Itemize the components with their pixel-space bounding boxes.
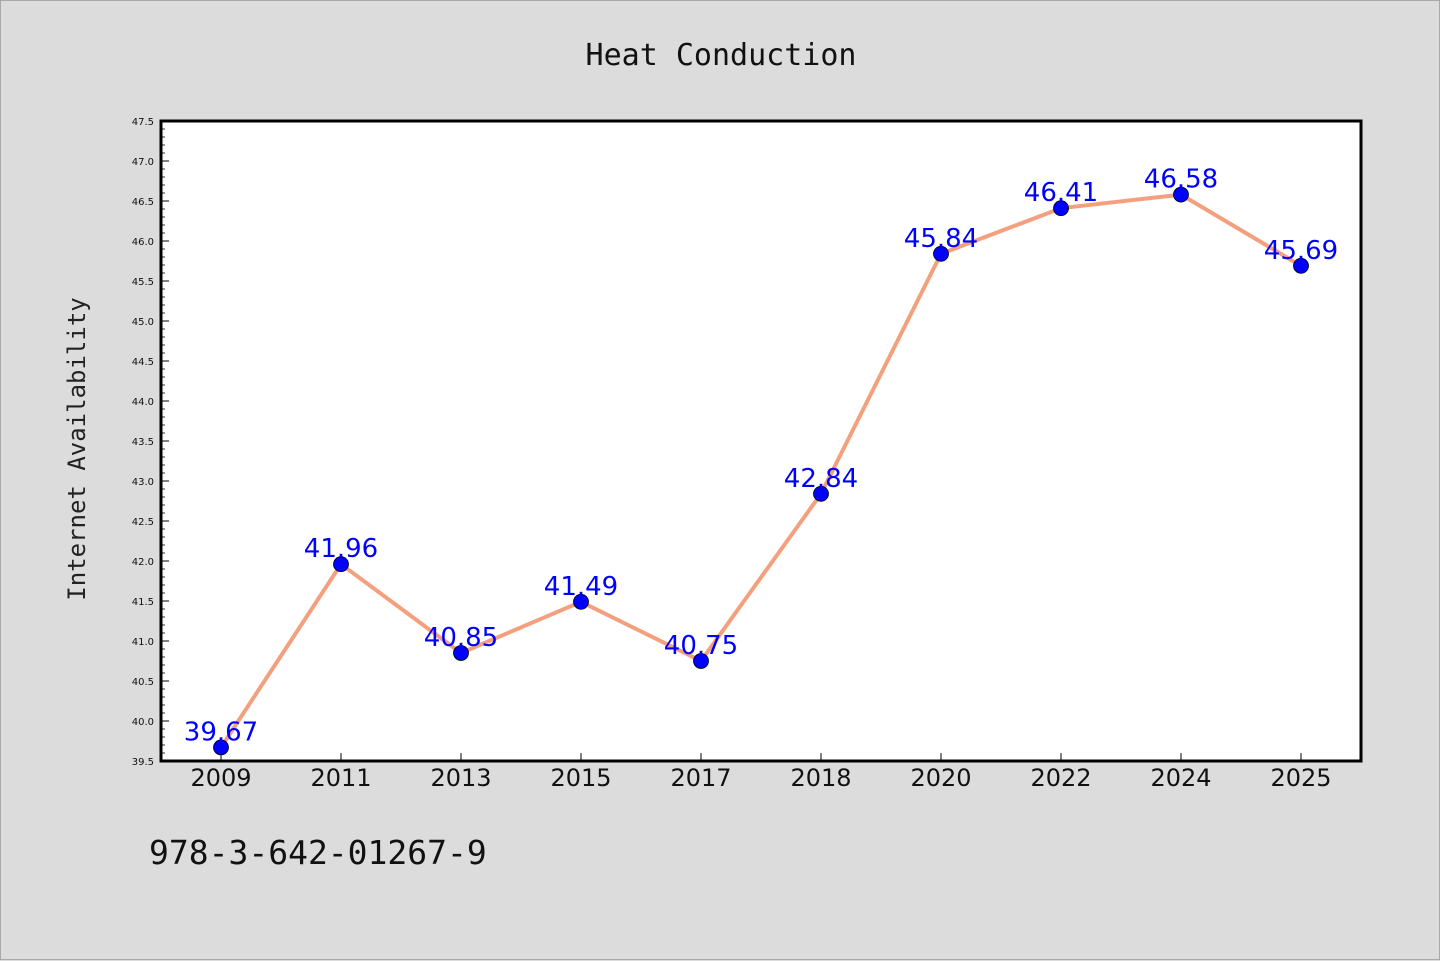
data-label: 40.85 bbox=[424, 623, 498, 653]
plot-area bbox=[161, 121, 1361, 761]
y-tick-label: 44.0 bbox=[132, 397, 154, 408]
plot-frame bbox=[159, 119, 1363, 763]
data-label: 46.58 bbox=[1144, 165, 1218, 195]
x-tick-label: 2018 bbox=[790, 764, 851, 792]
x-tick-label: 2020 bbox=[910, 764, 971, 792]
x-tick-label: 2025 bbox=[1270, 764, 1331, 792]
y-tick-label: 45.5 bbox=[132, 277, 154, 288]
y-tick-label: 42.0 bbox=[132, 557, 154, 568]
data-label: 40.75 bbox=[664, 631, 738, 661]
data-point bbox=[453, 645, 469, 661]
data-point bbox=[1173, 186, 1189, 203]
y-tick-label: 43.5 bbox=[132, 437, 154, 448]
isbn-text: 978-3-642-01267-9 bbox=[149, 833, 487, 872]
chart-title: Heat Conduction bbox=[586, 38, 857, 73]
y-tick-label: 46.5 bbox=[132, 197, 154, 208]
data-label: 46.41 bbox=[1024, 178, 1098, 208]
data-label: 42.84 bbox=[784, 464, 858, 494]
data-label: 45.84 bbox=[904, 224, 978, 254]
data-label: 39.67 bbox=[184, 717, 258, 747]
x-tick-label: 2013 bbox=[430, 764, 491, 792]
data-label: 41.96 bbox=[304, 534, 378, 564]
x-tick-label: 2024 bbox=[1150, 764, 1211, 792]
y-tick-label: 46.0 bbox=[132, 237, 154, 248]
y-tick-label: 47.0 bbox=[132, 157, 154, 168]
y-axis-label: Internet Availability bbox=[63, 297, 91, 600]
y-tick-label: 47.5 bbox=[132, 117, 154, 128]
data-point bbox=[213, 739, 229, 756]
series-line bbox=[219, 192, 1303, 749]
data-point bbox=[813, 485, 829, 502]
data-point bbox=[693, 653, 709, 669]
x-tick-label: 2009 bbox=[190, 764, 251, 792]
series-line-group: 39.67 41.96 40.85 41.49 40.75 42.84 45.84 46.41… bbox=[184, 165, 1338, 756]
x-tick-label: 2011 bbox=[310, 764, 371, 792]
y-tick-label: 41.0 bbox=[132, 637, 154, 648]
y-tick-label: 44.5 bbox=[132, 357, 154, 368]
x-tick-label: 2017 bbox=[670, 764, 731, 792]
data-point bbox=[933, 245, 949, 262]
data-label: 41.49 bbox=[544, 572, 618, 602]
data-point bbox=[1053, 200, 1069, 217]
data-point bbox=[573, 593, 589, 610]
y-tick-label: 45.0 bbox=[132, 317, 154, 328]
y-tick-label: 43.0 bbox=[132, 477, 154, 488]
y-tick-label: 40.0 bbox=[132, 717, 154, 728]
x-tick-label: 2022 bbox=[1030, 764, 1091, 792]
data-point bbox=[1293, 257, 1309, 274]
y-tick-label: 42.5 bbox=[132, 517, 154, 528]
y-tick-label: 40.5 bbox=[132, 677, 154, 688]
y-tick-label: 41.5 bbox=[132, 597, 154, 608]
data-label: 45.69 bbox=[1264, 236, 1338, 266]
x-tick-label: 2015 bbox=[550, 764, 611, 792]
y-tick-label: 39.5 bbox=[132, 757, 154, 768]
data-point bbox=[333, 556, 349, 573]
